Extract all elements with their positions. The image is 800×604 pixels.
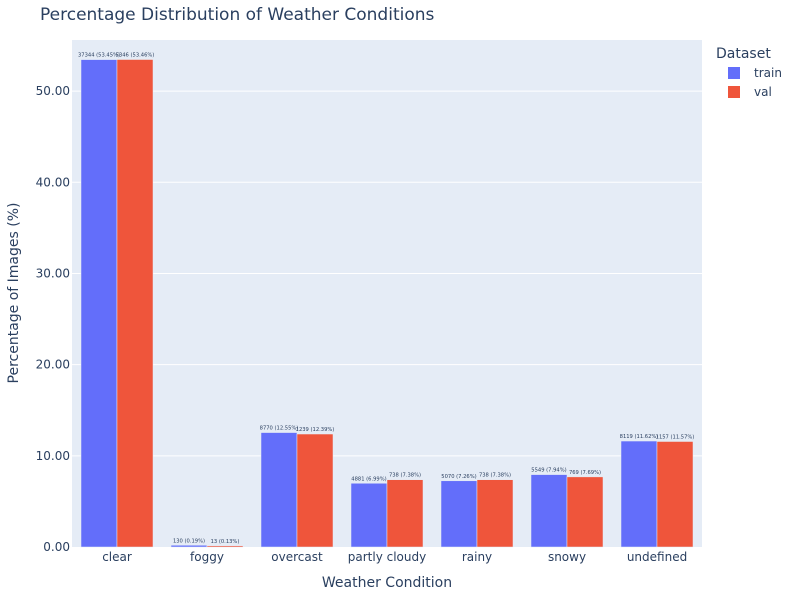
y-tick-label: 50.00 (36, 84, 70, 98)
bar-val (386, 479, 424, 548)
x-tick-label: undefined (627, 550, 687, 564)
bar-train (530, 474, 568, 548)
x-axis-ticks: clear foggy overcast partly cloudy rainy snow… (102, 550, 687, 564)
bar-labels: 37344 (53.45%)5346 (53.46%) 130 (0.19%) 13… (78, 53, 694, 545)
legend-label-train: train (754, 66, 782, 80)
bar-data-label: 738 (7.38%) (479, 473, 511, 479)
y-axis-ticks: 0.00 10.00 20.00 30.00 40.00 50.00 (36, 84, 70, 554)
x-tick-label: clear (102, 550, 132, 564)
bar-train (80, 59, 118, 548)
bar-train (170, 545, 208, 548)
y-tick-label: 30.00 (36, 266, 70, 280)
legend-swatch-val (728, 86, 740, 98)
x-axis-label: Weather Condition (322, 575, 452, 591)
bar-train (260, 432, 298, 548)
bar-data-label: 5346 (53.46%) (116, 53, 155, 59)
y-tick-label: 40.00 (36, 175, 70, 189)
bar-data-label: 130 (0.19%) (173, 538, 205, 544)
bar-train (350, 483, 388, 548)
bar-data-label: 1157 (11.57%) (656, 434, 695, 440)
bar-data-label: 5549 (7.94%) (531, 468, 566, 474)
bar-data-label: 1239 (12.39%) (296, 427, 335, 433)
bar-val (296, 433, 334, 548)
x-tick-label: foggy (190, 550, 224, 564)
plot-background (72, 40, 702, 547)
y-tick-label: 20.00 (36, 358, 70, 372)
bar-data-label: 13 (0.13%) (211, 539, 240, 545)
y-tick-label: 0.00 (43, 540, 70, 554)
bar-val (206, 545, 244, 548)
y-tick-label: 10.00 (36, 449, 70, 463)
bar-data-label: 769 (7.69%) (569, 470, 601, 476)
chart-title: Percentage Distribution of Weather Condi… (40, 5, 435, 25)
bars (80, 59, 694, 548)
y-axis-label: Percentage of Images (%) (6, 203, 22, 384)
bar-val (656, 441, 694, 548)
legend-title: Dataset (716, 46, 771, 62)
legend-label-val: val (754, 85, 772, 99)
bar-data-label: 37344 (53.45%) (78, 53, 120, 59)
bar-data-label: 8770 (12.55%) (260, 426, 299, 432)
bar-val (476, 479, 514, 548)
bar-train (620, 440, 658, 548)
legend: Dataset train val (716, 46, 782, 99)
x-tick-label: rainy (462, 550, 492, 564)
x-tick-label: partly cloudy (348, 550, 426, 564)
bar-train (440, 480, 478, 548)
bar-data-label: 5070 (7.26%) (441, 474, 476, 480)
bar-val (566, 476, 604, 548)
x-tick-label: overcast (271, 550, 323, 564)
bar-data-label: 4881 (6.99%) (351, 476, 386, 482)
x-tick-label: snowy (548, 550, 586, 564)
legend-swatch-train (728, 67, 740, 79)
bar-data-label: 738 (7.38%) (389, 473, 421, 479)
bar-data-label: 8119 (11.62%) (620, 434, 659, 440)
bar-val (116, 59, 154, 548)
gridlines (72, 90, 702, 457)
legend-items: train val (728, 66, 782, 99)
